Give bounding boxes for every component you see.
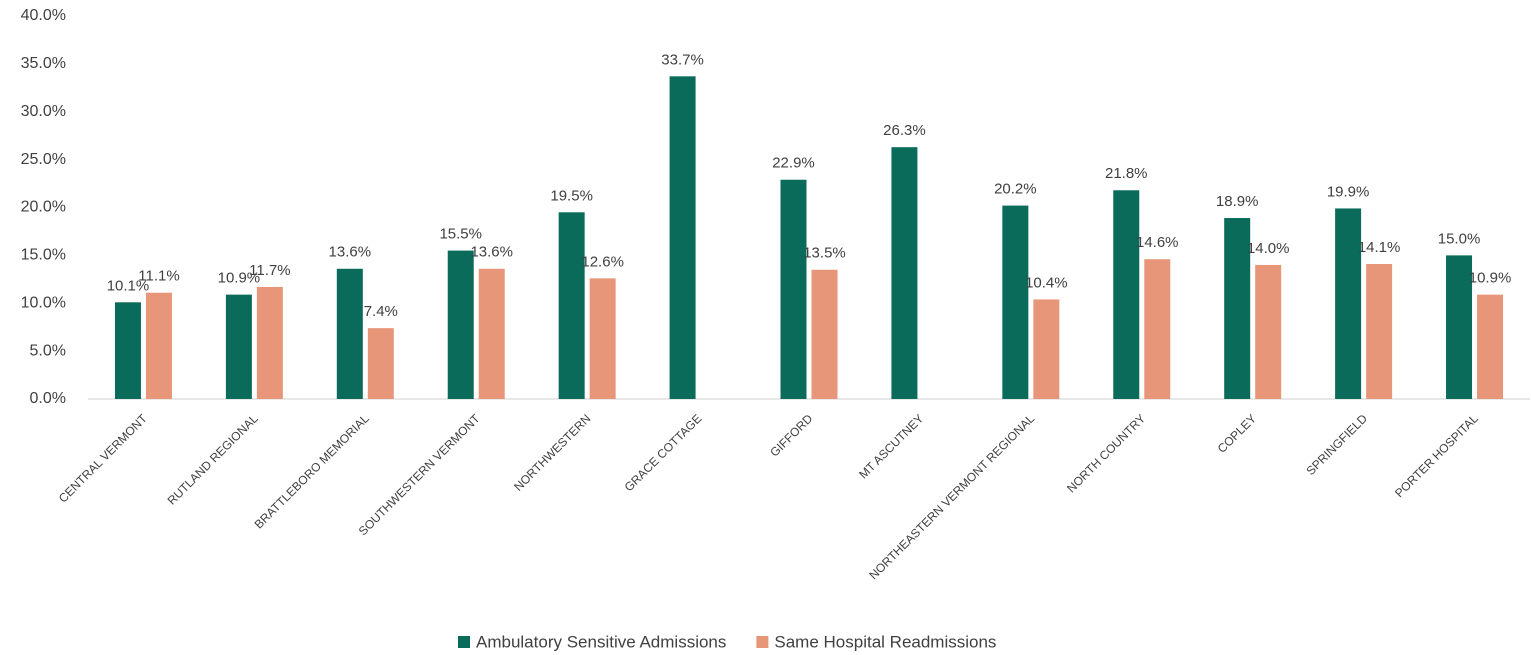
x-tick-label: BRATTLEBORO MEMORIAL xyxy=(252,411,372,531)
bar xyxy=(114,302,141,399)
y-tick-label: 15.0% xyxy=(21,247,66,264)
value-label: 11.7% xyxy=(249,262,290,279)
value-label: 20.2% xyxy=(994,181,1037,198)
y-tick-label: 30.0% xyxy=(21,103,66,120)
value-label: 21.8% xyxy=(1105,165,1148,182)
value-label: 19.9% xyxy=(1327,183,1370,200)
bar xyxy=(1446,255,1473,399)
legend-swatch xyxy=(756,636,769,648)
bar xyxy=(1002,205,1029,399)
value-label: 19.5% xyxy=(550,187,593,204)
value-label: 13.6% xyxy=(329,244,372,261)
x-tick-label: NORTHWESTERN xyxy=(511,411,593,493)
bar xyxy=(1144,259,1171,399)
x-tick-label: RUTLAND REGIONAL xyxy=(165,411,261,507)
value-label: 11.1% xyxy=(138,268,179,285)
x-tick-label: CENTRAL VERMONT xyxy=(56,411,150,505)
bar xyxy=(558,212,585,399)
bar xyxy=(478,268,505,399)
value-label: 14.6% xyxy=(1136,234,1179,251)
bar xyxy=(447,250,474,399)
value-label: 13.5% xyxy=(803,245,846,262)
bar xyxy=(589,278,616,399)
bar xyxy=(1033,299,1060,399)
x-tick-label: SOUTHWESTERN VERMONT xyxy=(356,411,483,538)
x-tick-label: SPRINGFIELD xyxy=(1304,411,1371,478)
value-label: 12.6% xyxy=(581,253,624,270)
y-tick-label: 35.0% xyxy=(21,55,66,72)
y-tick-label: 0.0% xyxy=(30,390,66,407)
value-label: 10.4% xyxy=(1025,274,1068,291)
legend-swatch xyxy=(458,636,470,648)
bar xyxy=(891,147,918,399)
x-tick-label: NORTH COUNTRY xyxy=(1064,411,1148,495)
bar xyxy=(145,292,172,399)
y-tick-label: 5.0% xyxy=(30,342,66,359)
x-tick-label: GRACE COTTAGE xyxy=(622,411,705,494)
bar xyxy=(669,76,696,399)
value-label: 14.1% xyxy=(1358,239,1401,256)
value-label: 7.4% xyxy=(364,303,398,320)
bar xyxy=(1366,263,1393,399)
y-tick-label: 25.0% xyxy=(21,151,66,168)
y-tick-label: 20.0% xyxy=(21,199,66,216)
bar xyxy=(780,179,807,399)
bar xyxy=(1477,294,1504,399)
bar xyxy=(256,286,283,399)
bar xyxy=(1113,190,1140,399)
bar xyxy=(1224,218,1251,399)
x-tick-label: PORTER HOSPITAL xyxy=(1392,411,1481,500)
x-tick-label: GIFFORD xyxy=(767,411,815,459)
value-label: 15.5% xyxy=(439,226,482,243)
y-tick-label: 10.0% xyxy=(21,294,66,311)
legend-label: Same Hospital Readmissions xyxy=(774,632,996,651)
bar xyxy=(1335,208,1362,399)
value-label: 10.9% xyxy=(218,270,261,287)
x-tick-label: COPLEY xyxy=(1215,411,1259,455)
value-label: 14.0% xyxy=(1247,240,1290,257)
value-label: 18.9% xyxy=(1216,193,1259,210)
value-label: 10.1% xyxy=(107,277,150,294)
bar xyxy=(225,294,252,399)
value-label: 10.9% xyxy=(1469,270,1512,287)
value-label: 22.9% xyxy=(772,155,815,172)
value-label: 33.7% xyxy=(661,51,704,68)
y-tick-label: 40.0% xyxy=(21,7,66,24)
x-tick-label: MT ASCUTNEY xyxy=(856,411,926,481)
bar xyxy=(1255,264,1282,399)
bar xyxy=(811,269,838,399)
bar xyxy=(367,328,394,399)
value-label: 15.0% xyxy=(1438,230,1481,247)
legend-label: Ambulatory Sensitive Admissions xyxy=(476,632,726,651)
bar xyxy=(336,268,363,399)
value-label: 26.3% xyxy=(883,122,926,139)
value-label: 13.6% xyxy=(470,244,513,261)
